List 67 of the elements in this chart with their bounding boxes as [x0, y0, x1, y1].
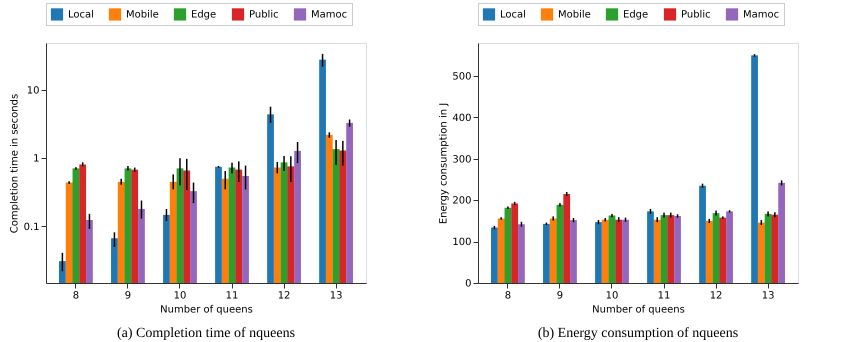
bar — [699, 186, 706, 283]
x-tick-label: 13 — [762, 290, 774, 302]
x-tick-label: 12 — [710, 290, 722, 302]
bar — [498, 218, 505, 283]
bar — [570, 220, 577, 283]
legend-label: Local — [500, 9, 526, 20]
x-tick-label: 8 — [504, 290, 512, 302]
bar — [674, 216, 681, 283]
y-tick-label: 500 — [452, 72, 472, 83]
bar — [778, 182, 785, 283]
legend-label: Edge — [623, 9, 648, 20]
bar — [654, 220, 661, 283]
y-tick-label: 200 — [452, 196, 472, 207]
bar — [608, 216, 616, 283]
bar — [550, 218, 557, 283]
bar — [518, 224, 525, 283]
x-tick-label: 11 — [226, 290, 238, 302]
bar — [491, 228, 498, 283]
y-axis-title: Energy consumption in J — [438, 102, 450, 224]
bar — [602, 220, 609, 283]
y-tick-label: 100 — [452, 237, 472, 248]
bar — [719, 218, 726, 283]
bar — [504, 208, 512, 283]
legend-label: Mamoc — [743, 9, 780, 20]
y-tick-label: 10 — [26, 86, 40, 97]
x-tick-label: 10 — [174, 290, 186, 302]
bar — [764, 214, 772, 283]
bar — [771, 214, 778, 283]
text: (a) Completion time of nqueens — [116, 326, 296, 341]
bar — [595, 222, 602, 283]
y-tick-label: 300 — [452, 154, 472, 166]
bar — [647, 211, 654, 283]
y-tick-label: 0 — [465, 278, 472, 290]
bar — [543, 224, 550, 283]
bar — [511, 204, 518, 283]
y-tick-label: 1 — [33, 154, 40, 165]
x-tick-label: 9 — [124, 290, 132, 302]
bar — [712, 213, 720, 283]
x-tick-label: 13 — [330, 290, 342, 302]
bar — [758, 222, 765, 283]
y-tick-label: 400 — [452, 112, 472, 124]
legend-label: Edge — [191, 9, 216, 20]
text: (b) Energy consumption of nqueens — [538, 326, 738, 341]
x-tick-label: 9 — [556, 290, 564, 302]
legend-label: Public — [249, 9, 279, 20]
legend-label: Local — [68, 9, 94, 20]
x-tick-label: 10 — [606, 290, 618, 302]
bar — [706, 220, 713, 283]
legend-label: Mobile — [558, 9, 591, 20]
bar — [667, 215, 674, 283]
x-axis-title: Number of queens — [160, 304, 253, 316]
x-tick-label: 11 — [658, 290, 670, 302]
x-tick-label: 8 — [72, 290, 80, 302]
x-tick-label: 12 — [278, 290, 290, 302]
legend-label: Public — [681, 9, 711, 20]
legend-label: Mobile — [126, 9, 159, 20]
y-tick-label: 0.1 — [24, 222, 40, 233]
bar — [622, 220, 629, 283]
bar — [726, 211, 733, 283]
y-axis-title: Completion time in seconds — [10, 94, 21, 234]
legend-label: Mamoc — [311, 9, 348, 20]
bar — [563, 194, 570, 283]
bar — [615, 220, 622, 283]
x-axis-title: Number of queens — [592, 304, 685, 316]
bar — [660, 215, 668, 283]
bar — [751, 55, 758, 283]
bar — [556, 204, 564, 283]
